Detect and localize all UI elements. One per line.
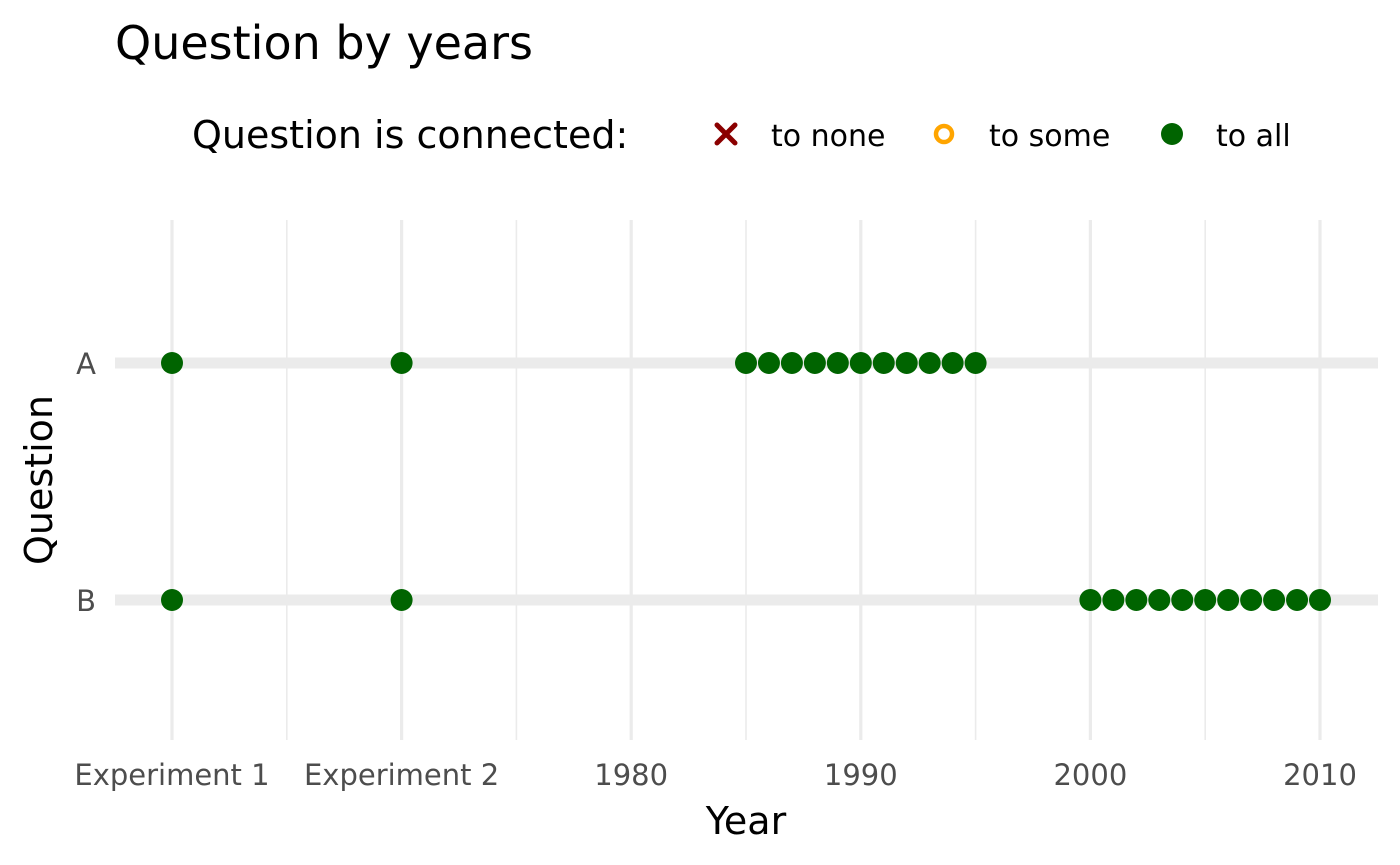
legend-title: Question is connected: <box>192 113 628 157</box>
data-point <box>1148 589 1171 611</box>
data-point <box>161 589 183 611</box>
data-point <box>1263 589 1286 611</box>
data-point <box>964 352 987 374</box>
data-point <box>1102 589 1125 611</box>
y-tick-label: A <box>76 347 96 381</box>
x-tick-label: Experiment 1 <box>74 758 269 792</box>
data-point <box>895 352 918 374</box>
data-points <box>161 352 1331 611</box>
chart-title: Question by years <box>115 16 533 70</box>
x-tick-label: 1990 <box>824 758 898 792</box>
x-tick-labels: Experiment 1 Experiment 2 1980 1990 2000 2010 <box>74 758 1357 792</box>
legend: Question is connected: to none to some t… <box>192 113 1291 157</box>
y-tick-label: B <box>76 584 96 618</box>
x-tick-label: 1980 <box>594 758 668 792</box>
x-tick-label: Experiment 2 <box>304 758 499 792</box>
vertical-gridlines <box>170 220 1322 740</box>
y-axis-title: Question <box>17 395 61 565</box>
data-point <box>941 352 964 374</box>
data-point <box>1125 589 1148 611</box>
data-point <box>780 352 803 374</box>
x-tick-label: 2000 <box>1053 758 1127 792</box>
legend-label-some: to some <box>989 119 1110 154</box>
legend-label-all: to all <box>1216 119 1291 154</box>
legend-cross-stroke-2 <box>714 122 738 146</box>
legend-key-all <box>1161 123 1183 145</box>
data-point <box>390 352 413 374</box>
legend-key-none <box>714 122 738 146</box>
legend-key-some <box>933 123 955 145</box>
data-point <box>390 589 413 611</box>
data-point <box>803 352 826 374</box>
data-point <box>161 352 183 374</box>
x-axis-title: Year <box>705 799 787 843</box>
data-point <box>918 352 941 374</box>
data-point <box>1194 589 1217 611</box>
y-tick-labels: AB <box>76 347 96 618</box>
x-tick-label: 2010 <box>1283 758 1357 792</box>
data-point <box>1079 589 1102 611</box>
data-point <box>1240 589 1263 611</box>
data-point <box>757 352 780 374</box>
data-point <box>849 352 872 374</box>
legend-label-none: to none <box>771 119 886 154</box>
data-point <box>735 352 757 374</box>
data-point <box>1286 589 1309 611</box>
data-point <box>1309 589 1331 611</box>
data-point <box>1217 589 1240 611</box>
data-point <box>826 352 849 374</box>
data-point <box>1171 589 1194 611</box>
data-point <box>872 352 895 374</box>
